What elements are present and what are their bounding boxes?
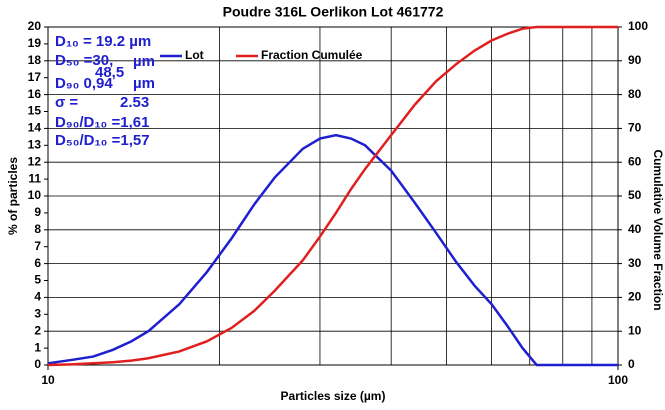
series-line bbox=[47, 25, 618, 367]
y-tick-label: 17 bbox=[28, 70, 42, 84]
legend-label: Fraction Cumulée bbox=[261, 48, 363, 62]
y-tick-label: 10 bbox=[28, 188, 42, 202]
y-tick-label: 0 bbox=[34, 357, 41, 371]
y-tick-label: 11 bbox=[28, 171, 41, 185]
x-tick-label: 100 bbox=[608, 373, 628, 387]
y-tick-label: 8 bbox=[34, 222, 41, 236]
y-tick-label: 19 bbox=[28, 36, 42, 50]
x-tick-label: 10 bbox=[41, 373, 55, 387]
annotation: D₉₀ 0,94 bbox=[55, 75, 113, 92]
annotation: σ = bbox=[55, 94, 78, 111]
annotation: D₁₀ = 19.2 µm bbox=[55, 33, 151, 50]
annotation: D₉₀/D₁₀ =1,61 bbox=[55, 114, 149, 131]
y2-tick-label: 100 bbox=[628, 19, 648, 33]
plot-frame bbox=[47, 26, 619, 366]
y2-tick-label: 20 bbox=[628, 290, 642, 304]
x-axis-label: Particles size (µm) bbox=[281, 389, 386, 403]
y-tick-label: 15 bbox=[28, 104, 42, 118]
y-tick-label: 6 bbox=[34, 256, 41, 270]
annotation: 2.53 bbox=[120, 94, 149, 111]
y2-axis-label: Cumulative Volume Fraction bbox=[651, 149, 665, 310]
chart-title: Poudre 316L Oerlikon Lot 461772 bbox=[223, 4, 444, 20]
y-tick-label: 2 bbox=[34, 323, 41, 337]
y-tick-label: 18 bbox=[28, 53, 42, 67]
y-tick-label: 20 bbox=[28, 19, 42, 33]
y2-tick-label: 0 bbox=[628, 357, 635, 371]
y2-tick-label: 90 bbox=[628, 53, 642, 67]
y2-tick-label: 30 bbox=[628, 256, 642, 270]
annotation: µm bbox=[133, 75, 155, 92]
y-tick-label: 9 bbox=[34, 205, 41, 219]
y-tick-label: 14 bbox=[28, 121, 42, 135]
y-tick-label: 4 bbox=[34, 290, 41, 304]
series-line bbox=[47, 133, 618, 367]
y-axis-label: % of particles bbox=[6, 157, 20, 235]
y2-tick-label: 60 bbox=[628, 154, 642, 168]
y-tick-label: 5 bbox=[34, 273, 41, 287]
y2-tick-label: 80 bbox=[628, 87, 642, 101]
y2-tick-label: 10 bbox=[628, 323, 642, 337]
annotation: 48,5 bbox=[95, 64, 124, 81]
y-tick-label: 7 bbox=[34, 239, 41, 253]
y2-tick-label: 70 bbox=[628, 121, 642, 135]
annotation: µm bbox=[133, 53, 155, 70]
y-tick-label: 3 bbox=[34, 306, 41, 320]
legend-label: Lot bbox=[185, 48, 204, 62]
y-tick-label: 16 bbox=[28, 87, 42, 101]
annotation: D₅₀ =30, bbox=[55, 52, 113, 69]
y-tick-label: 12 bbox=[28, 154, 42, 168]
y2-tick-label: 40 bbox=[628, 222, 642, 236]
y2-tick-label: 50 bbox=[628, 188, 642, 202]
annotation: D₅₀/D₁₀ =1,57 bbox=[55, 132, 150, 149]
y-tick-label: 13 bbox=[28, 137, 42, 151]
y-tick-label: 1 bbox=[34, 340, 41, 354]
